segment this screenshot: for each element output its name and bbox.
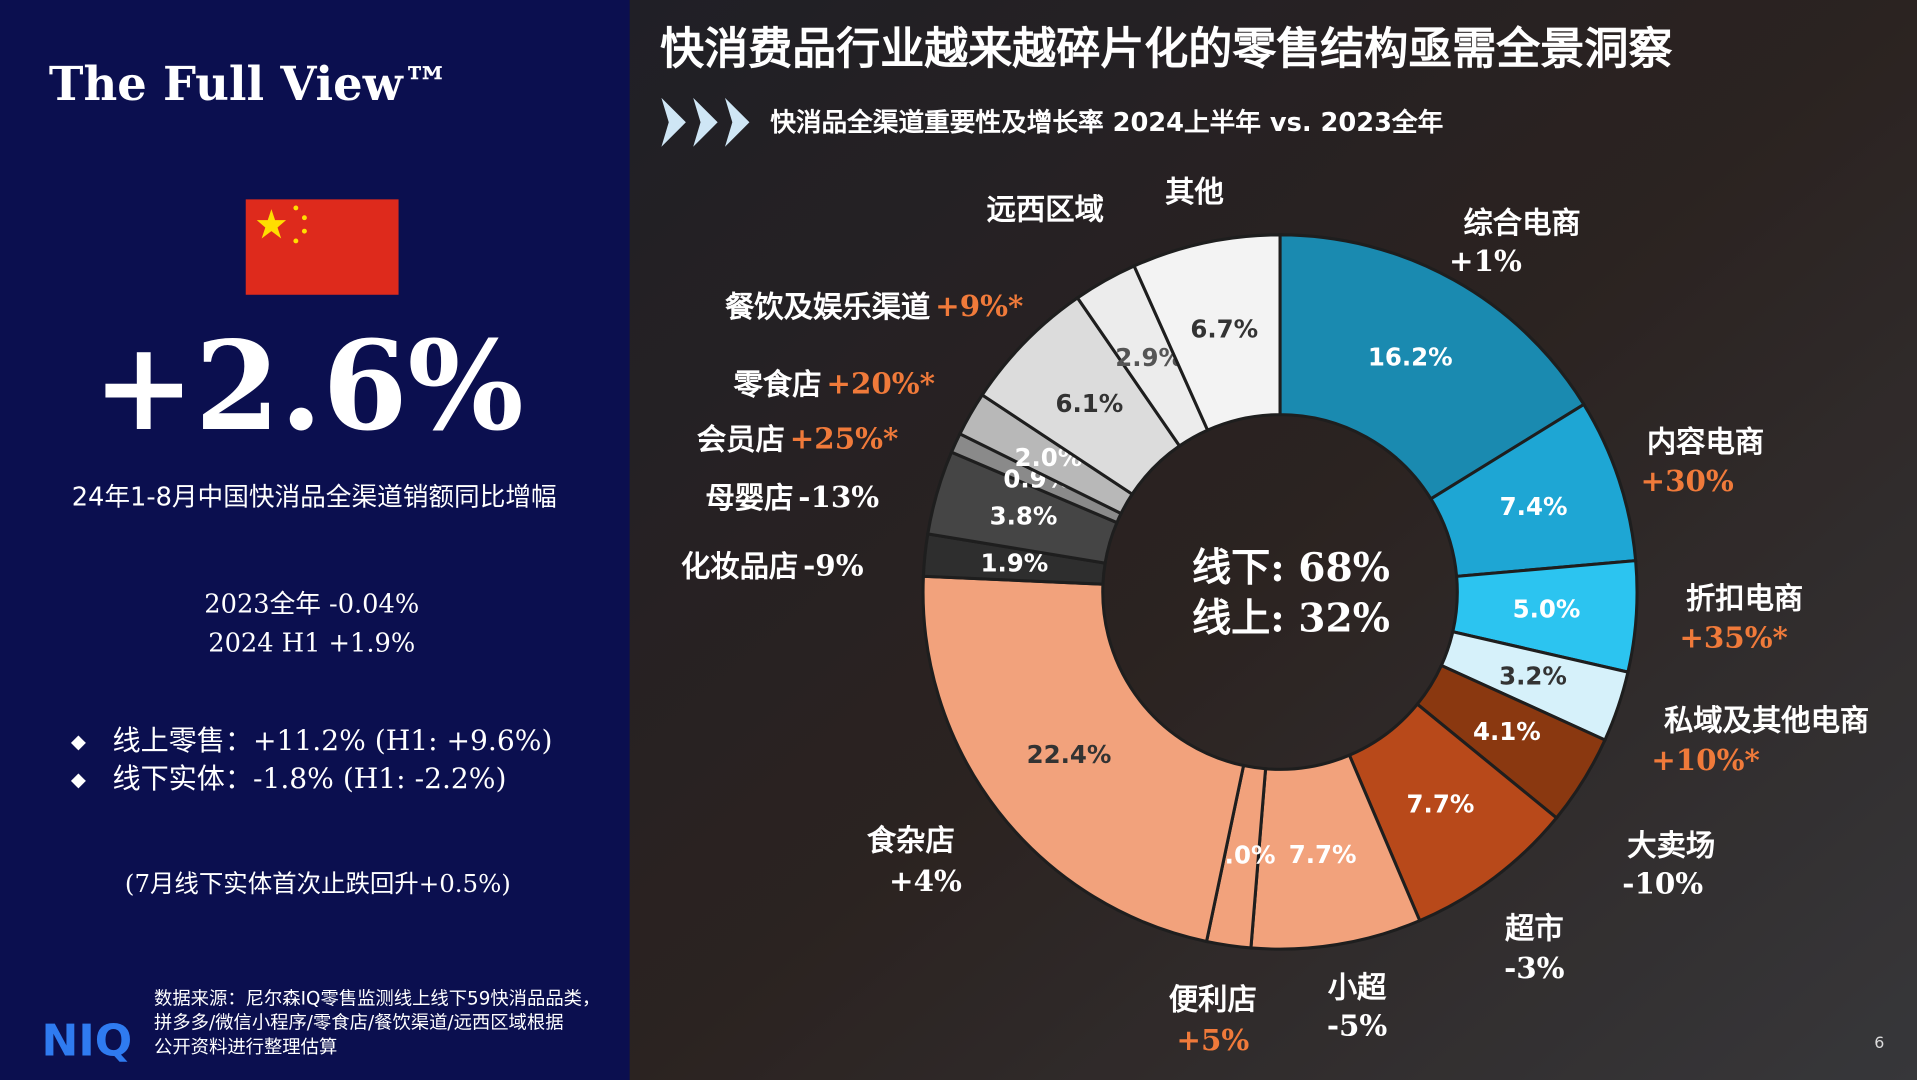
stat: 2024 H1 +1.9% — [208, 629, 415, 659]
category-label: 大卖场 — [1627, 828, 1715, 862]
headline: +2.6% — [92, 314, 523, 458]
note: (7月线下实体首次止跌回升+0.5%) — [125, 869, 511, 898]
growth-label: +1% — [1449, 243, 1522, 278]
category-label: 远西区域 — [987, 192, 1104, 226]
category-label: 食杂店 — [867, 823, 955, 857]
logo: NIQ — [42, 1015, 133, 1066]
value-label: 3.2% — [1499, 662, 1567, 691]
value-label: 4.1% — [1473, 717, 1541, 746]
value-label: 3.8% — [990, 501, 1058, 530]
value-label: 7.7% — [1289, 840, 1357, 869]
growth-label: -3% — [1504, 950, 1565, 985]
value-label: 7.4% — [1500, 492, 1568, 521]
bullet-dot: ◆ — [71, 730, 86, 753]
category-label: 餐饮及娱乐渠道 +9%* — [725, 288, 1023, 324]
value-label: 7.7% — [1407, 790, 1475, 819]
category-name: 其他 — [1165, 175, 1224, 209]
category-label: 会员店 +25%* — [697, 420, 898, 456]
category-label: 折扣电商 — [1686, 581, 1803, 615]
chart-subtitle: 快消品全渠道重要性及增长率 2024上半年 vs. 2023全年 — [770, 107, 1443, 138]
bullet: 线上零售：+11.2% (H1: +9.6%) — [112, 724, 552, 757]
category-label: 母婴店 -13% — [705, 479, 879, 515]
growth-label: +4% — [889, 863, 962, 898]
category-name: 大卖场 — [1627, 828, 1715, 862]
bullet: 线下实体：-1.8% (H1: -2.2%) — [112, 762, 506, 795]
category-label: 综合电商 — [1463, 205, 1580, 239]
growth-label: +30% — [1641, 463, 1734, 498]
category-name: 食杂店 — [867, 823, 955, 857]
growth-label: -10% — [1622, 866, 1703, 901]
donut-segment — [1132, 233, 1282, 433]
category-label: 便利店 — [1169, 982, 1257, 1016]
growth-label: +9%* — [935, 288, 1023, 323]
source: 数据来源：尼尔森IQ零售监测线上线下59快消品品类， — [154, 988, 600, 1009]
category-name: 零食店 — [734, 367, 822, 401]
category-name: 会员店 — [697, 422, 785, 456]
growth-label: -9% — [803, 548, 864, 583]
brand: The Full View™ — [49, 56, 449, 111]
growth-label: +20%* — [826, 365, 935, 400]
category-name: 折扣电商 — [1686, 581, 1803, 615]
value-label: 5.0% — [1513, 594, 1581, 623]
category-name: 餐饮及娱乐渠道 — [725, 290, 930, 324]
donut-segment — [921, 574, 1246, 944]
category-label: 私域及其他电商 — [1664, 703, 1869, 737]
growth-label: +5% — [1176, 1022, 1249, 1057]
growth-label: -13% — [798, 479, 879, 514]
category-name: 母婴店 — [705, 481, 793, 515]
bullet-dot: ◆ — [71, 768, 86, 791]
category-label: 超市 — [1505, 911, 1564, 945]
category-name: 化妆品店 — [681, 549, 798, 583]
left-panel — [0, 0, 630, 1080]
chevrons — [661, 97, 750, 147]
category-name: 远西区域 — [987, 192, 1104, 226]
value-label: 6.7% — [1190, 315, 1258, 344]
donut-segment — [1278, 233, 1586, 501]
center-label: 线下: 68% — [1192, 545, 1390, 591]
value-label: 16.2% — [1368, 343, 1453, 372]
category-name: 内容电商 — [1647, 424, 1764, 458]
category-name: 综合电商 — [1463, 205, 1580, 239]
source: 公开资料进行整理估算 — [154, 1037, 337, 1058]
category-label: 零食店 +20%* — [734, 365, 935, 401]
value-label: 22.4% — [1027, 740, 1112, 769]
stat: 2023全年 -0.04% — [204, 589, 419, 619]
category-label: 其他 — [1165, 175, 1224, 209]
page-number: 6 — [1874, 1033, 1884, 1052]
category-label: 内容电商 — [1647, 424, 1764, 458]
growth-label: +10%* — [1651, 742, 1760, 777]
headline-caption: 24年1-8月中国快消品全渠道销额同比增幅 — [72, 482, 557, 512]
category-name: 便利店 — [1169, 982, 1257, 1016]
category-label: 小超 — [1328, 970, 1387, 1004]
category-name: 超市 — [1505, 911, 1564, 945]
flag — [245, 199, 399, 295]
chart-title: 快消费品行业越来越碎片化的零售结构亟需全景洞察 — [660, 23, 1672, 74]
growth-label: +35%* — [1679, 620, 1788, 655]
center-label: 线上: 32% — [1192, 595, 1390, 641]
category-label: 化妆品店 -9% — [681, 548, 864, 584]
category-name: 小超 — [1328, 970, 1387, 1004]
value-label: 6.1% — [1055, 389, 1123, 418]
source: 拼多多/微信小程序/零食店/餐饮渠道/远西区域根据 — [154, 1013, 564, 1034]
growth-label: +25%* — [790, 420, 899, 455]
growth-label: -5% — [1327, 1007, 1388, 1042]
category-name: 私域及其他电商 — [1664, 703, 1869, 737]
